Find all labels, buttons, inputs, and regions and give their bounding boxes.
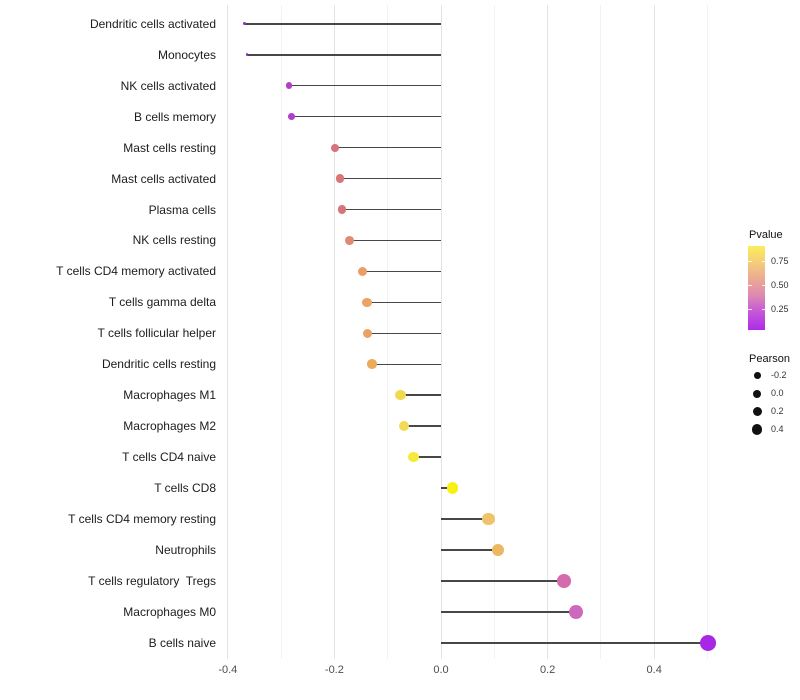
lollipop-segment	[334, 146, 441, 149]
lollipop-segment	[246, 54, 441, 56]
row-label: T cells CD4 naive	[122, 450, 216, 465]
lollipop-segment	[371, 363, 441, 365]
row-label: Monocytes	[157, 47, 216, 62]
pvalue-tick-label: 0.25	[771, 304, 789, 315]
x-tick-label: 0.0	[433, 664, 449, 676]
lollipop-segment	[441, 611, 577, 613]
lollipop-point	[700, 634, 716, 651]
row-label: Neutrophils	[155, 542, 216, 557]
lollipop-segment	[349, 239, 441, 242]
x-major-gridline	[653, 5, 655, 659]
lollipop-segment	[341, 208, 441, 211]
lollipop-point	[362, 328, 373, 338]
row-label: Macrophages M0	[123, 604, 216, 619]
lollipop-segment	[441, 518, 489, 520]
x-major-gridline	[227, 5, 229, 659]
lollipop-segment	[289, 84, 441, 87]
pearson-size-dot	[752, 406, 762, 417]
row-label: NK cells activated	[120, 78, 216, 93]
row-label: T cells follicular helper	[97, 326, 217, 341]
row-label: T cells CD4 memory resting	[68, 512, 216, 526]
x-major-gridline	[440, 5, 442, 659]
x-minor-gridline	[280, 5, 282, 659]
lollipop-point	[557, 574, 571, 588]
pvalue-colorbar	[748, 246, 765, 330]
lollipop-point	[243, 22, 247, 26]
row-label: T cells gamma delta	[108, 295, 216, 310]
lollipop-segment	[400, 394, 441, 396]
x-minor-gridline	[493, 5, 495, 659]
pvalue-tick-label: 0.50	[771, 280, 789, 291]
lollipop-point	[491, 543, 505, 557]
lollipop-segment	[413, 456, 441, 458]
lollipop-segment	[441, 487, 453, 489]
row-label: B cells naive	[148, 635, 216, 650]
lollipop-point	[362, 297, 372, 308]
row-label: Plasma cells	[148, 202, 216, 217]
lollipop-point	[569, 604, 584, 619]
lollipop-segment	[441, 549, 499, 551]
row-label: T cells CD8	[154, 481, 216, 496]
x-minor-gridline	[387, 5, 389, 659]
x-tick-label: 0.4	[646, 664, 662, 676]
pearson-size-label: -0.2	[771, 370, 787, 381]
lollipop-point	[482, 512, 495, 526]
row-label: Dendritic cells activated	[89, 16, 216, 31]
pvalue-legend-title: Pvalue	[749, 229, 783, 241]
lollipop-point	[335, 174, 344, 183]
lollipop-point	[345, 236, 355, 245]
pearson-size-dot	[752, 424, 763, 435]
pvalue-tick-label: 0.75	[771, 255, 789, 266]
lollipop-segment	[441, 580, 565, 582]
pearson-size-label: 0.2	[771, 406, 784, 416]
row-label: T cells CD4 memory activated	[56, 264, 216, 279]
lollipop-segment	[367, 332, 441, 335]
pearson-size-label: 0.4	[771, 423, 784, 434]
lollipop-point	[285, 82, 293, 89]
lollipop-segment	[404, 425, 441, 427]
pearson-size-dot	[753, 372, 761, 380]
lollipop-segment	[291, 115, 441, 118]
x-minor-gridline	[600, 5, 602, 659]
lollipop-segment	[366, 301, 441, 304]
row-label: Macrophages M1	[123, 388, 216, 403]
row-label: Mast cells resting	[123, 140, 216, 155]
row-label: NK cells resting	[132, 233, 216, 248]
lollipop-segment	[244, 23, 441, 25]
lollipop-point	[407, 451, 419, 463]
lollipop-point	[399, 420, 410, 432]
pvalue-tick-mark	[748, 260, 752, 262]
lollipop-segment	[339, 177, 441, 180]
x-major-gridline	[333, 5, 335, 659]
lollipop-point	[357, 266, 368, 277]
x-tick-label: -0.4	[218, 664, 238, 676]
row-label: Dendritic cells resting	[101, 357, 216, 372]
pvalue-tick-mark	[748, 309, 752, 311]
pearson-size-label: 0.0	[771, 388, 784, 399]
lollipop-point	[446, 482, 459, 494]
pearson-size-dot	[753, 389, 762, 398]
row-label: Mast cells activated	[111, 171, 216, 186]
lollipop-point	[330, 143, 340, 152]
row-label: Macrophages M2	[123, 419, 216, 434]
x-major-gridline	[547, 5, 549, 659]
pvalue-tick-mark	[761, 309, 765, 311]
lollipop-segment	[441, 642, 709, 644]
lollipop-point	[245, 53, 249, 57]
x-minor-gridline	[707, 5, 708, 659]
lollipop-point	[395, 390, 406, 401]
pvalue-tick-mark	[761, 285, 765, 287]
lollipop-point	[337, 205, 347, 214]
lollipop-segment	[362, 270, 441, 273]
pvalue-tick-mark	[761, 260, 765, 262]
pearson-legend-title: Pearson	[749, 353, 790, 365]
pvalue-tick-mark	[748, 285, 752, 287]
x-tick-label: 0.2	[539, 664, 556, 676]
lollipop-point	[287, 113, 295, 121]
row-label: T cells regulatory Tregs	[88, 573, 216, 588]
row-label: B cells memory	[133, 109, 216, 124]
lollipop-point	[366, 359, 377, 370]
x-tick-label: -0.2	[324, 664, 344, 676]
